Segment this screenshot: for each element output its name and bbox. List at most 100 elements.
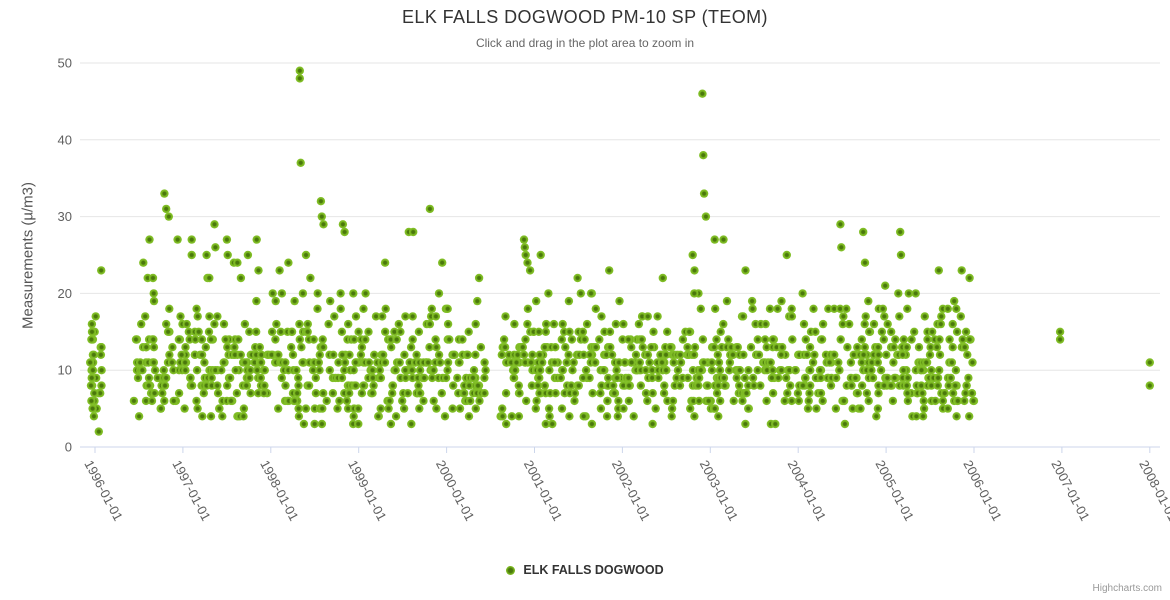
data-point[interactable] <box>782 250 791 260</box>
data-point[interactable] <box>868 373 878 383</box>
data-point[interactable] <box>902 381 911 390</box>
data-point[interactable] <box>245 373 254 383</box>
data-point[interactable] <box>783 389 792 398</box>
data-point[interactable] <box>686 404 695 413</box>
data-point[interactable] <box>390 327 399 336</box>
data-point[interactable] <box>914 343 924 352</box>
data-point[interactable] <box>361 335 370 344</box>
data-point[interactable] <box>956 312 965 321</box>
data-point[interactable] <box>415 404 424 413</box>
data-point[interactable] <box>368 389 377 398</box>
data-point[interactable] <box>883 319 892 329</box>
data-point[interactable] <box>315 366 324 375</box>
data-point[interactable] <box>326 296 335 306</box>
data-point[interactable] <box>638 343 647 352</box>
data-point[interactable] <box>648 366 657 375</box>
data-point[interactable] <box>207 373 216 383</box>
data-point[interactable] <box>401 373 410 383</box>
data-point[interactable] <box>252 235 261 244</box>
data-point[interactable] <box>943 304 952 313</box>
data-point[interactable] <box>226 373 235 383</box>
data-point[interactable] <box>643 396 652 406</box>
data-point[interactable] <box>226 396 236 406</box>
data-point[interactable] <box>922 358 931 367</box>
data-point[interactable] <box>917 366 926 375</box>
data-point[interactable] <box>917 381 926 390</box>
data-point[interactable] <box>525 266 535 275</box>
data-point[interactable] <box>903 389 912 398</box>
data-point[interactable] <box>176 312 185 321</box>
data-point[interactable] <box>182 319 191 329</box>
data-point[interactable] <box>564 296 574 306</box>
data-point[interactable] <box>891 335 900 344</box>
data-point[interactable] <box>862 389 872 398</box>
data-point[interactable] <box>267 327 277 336</box>
data-point[interactable] <box>498 412 507 421</box>
data-point[interactable] <box>412 350 421 359</box>
data-point[interactable] <box>777 350 786 359</box>
data-point[interactable] <box>880 312 889 321</box>
data-point[interactable] <box>434 289 444 298</box>
data-point[interactable] <box>420 373 429 383</box>
data-point[interactable] <box>661 366 671 375</box>
data-point[interactable] <box>219 319 229 329</box>
data-point[interactable] <box>760 335 770 344</box>
data-point[interactable] <box>578 373 588 383</box>
data-point[interactable] <box>579 350 588 359</box>
data-point[interactable] <box>532 396 541 406</box>
data-point[interactable] <box>659 389 669 398</box>
data-point[interactable] <box>531 404 540 413</box>
data-point[interactable] <box>830 304 839 313</box>
data-point[interactable] <box>460 389 469 398</box>
data-point[interactable] <box>340 358 350 367</box>
data-point[interactable] <box>169 396 178 406</box>
data-point[interactable] <box>271 296 280 306</box>
data-point[interactable] <box>805 389 814 398</box>
data-point[interactable] <box>399 404 409 413</box>
data-point[interactable] <box>558 366 567 375</box>
data-point[interactable] <box>962 381 971 390</box>
data-point[interactable] <box>271 335 280 344</box>
data-point[interactable] <box>309 335 318 344</box>
data-point[interactable] <box>729 396 738 406</box>
data-point[interactable] <box>357 343 367 352</box>
data-point[interactable] <box>768 389 778 398</box>
data-point[interactable] <box>618 335 627 344</box>
data-point[interactable] <box>252 327 261 336</box>
data-point[interactable] <box>150 389 159 398</box>
data-point[interactable] <box>349 412 358 421</box>
data-point[interactable] <box>139 258 148 267</box>
data-point[interactable] <box>824 304 833 313</box>
data-point[interactable] <box>675 381 685 390</box>
data-point[interactable] <box>695 373 704 383</box>
data-point[interactable] <box>284 258 293 267</box>
data-point[interactable] <box>141 312 150 321</box>
data-point[interactable] <box>690 343 700 352</box>
data-point[interactable] <box>753 335 762 344</box>
data-point[interactable] <box>213 389 223 398</box>
data-point[interactable] <box>239 404 249 413</box>
data-point[interactable] <box>342 396 352 406</box>
data-point[interactable] <box>473 296 482 306</box>
data-point[interactable] <box>836 335 845 344</box>
data-point[interactable] <box>194 327 203 336</box>
data-point[interactable] <box>136 358 145 367</box>
data-point[interactable] <box>246 389 255 398</box>
data-point[interactable] <box>654 373 663 383</box>
data-point[interactable] <box>896 250 906 260</box>
data-point[interactable] <box>683 373 692 383</box>
data-point[interactable] <box>715 366 725 375</box>
data-point[interactable] <box>1055 327 1065 336</box>
data-point[interactable] <box>856 404 865 413</box>
data-point[interactable] <box>514 381 523 390</box>
data-point[interactable] <box>1055 335 1065 344</box>
data-point[interactable] <box>147 396 157 406</box>
data-point[interactable] <box>274 404 283 413</box>
data-point[interactable] <box>761 319 770 329</box>
data-point[interactable] <box>738 312 748 321</box>
data-point[interactable] <box>223 250 232 260</box>
data-point[interactable] <box>919 404 929 413</box>
data-point[interactable] <box>129 396 139 406</box>
data-point[interactable] <box>163 327 173 336</box>
data-point[interactable] <box>141 396 151 406</box>
